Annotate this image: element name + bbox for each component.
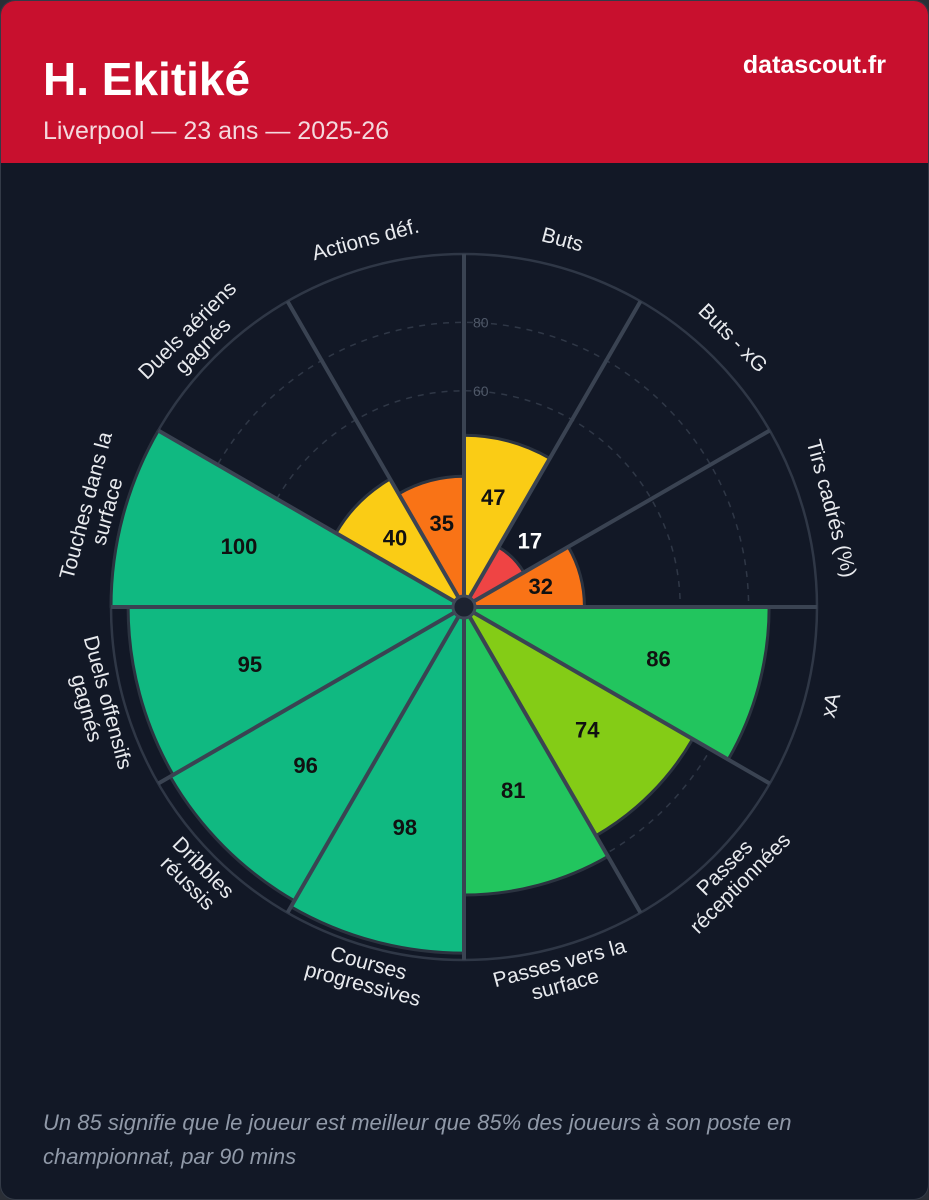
value-label: 81 bbox=[501, 778, 525, 803]
wedge-courses-progressives bbox=[289, 605, 466, 955]
category-label: Actions déf. bbox=[310, 215, 422, 266]
value-label: 74 bbox=[575, 718, 600, 743]
category-label: Buts bbox=[539, 223, 586, 256]
value-label: 86 bbox=[646, 647, 670, 672]
spoke bbox=[463, 428, 771, 609]
wedge-xa bbox=[462, 605, 771, 762]
value-label: 98 bbox=[393, 815, 417, 840]
spoke bbox=[462, 606, 643, 914]
value-label: 40 bbox=[383, 526, 407, 551]
value-label: 96 bbox=[293, 753, 317, 778]
spoke bbox=[157, 605, 465, 786]
value-label: 17 bbox=[518, 529, 542, 554]
brand-link[interactable]: datascout.fr bbox=[742, 51, 886, 79]
tick-label: 80 bbox=[473, 314, 489, 330]
chart-hub bbox=[451, 594, 477, 620]
wedge-passes-vers-la-surface bbox=[462, 605, 610, 897]
spoke bbox=[463, 605, 771, 786]
spoke bbox=[157, 428, 465, 609]
wedge-duels-offensifs-gagn-s bbox=[126, 605, 466, 777]
header-banner: H. Ekitiké Liverpool — 23 ans — 2025-26 … bbox=[1, 1, 928, 163]
footnote: Un 85 signifie que le joueur est meilleu… bbox=[43, 1110, 792, 1169]
wedge-touches-dans-la-surface bbox=[109, 429, 466, 609]
spoke bbox=[462, 300, 643, 608]
value-label: 35 bbox=[429, 511, 453, 536]
value-label: 95 bbox=[238, 652, 262, 677]
value-label: 100 bbox=[221, 534, 258, 559]
wedge-dribbles-r-ussis bbox=[168, 605, 466, 903]
wedge-passes-r-ceptionn-es bbox=[462, 605, 695, 838]
spoke bbox=[285, 300, 466, 608]
tick-label: 60 bbox=[473, 383, 489, 399]
value-label: 32 bbox=[529, 574, 553, 599]
category-label: xA bbox=[817, 691, 846, 721]
value-label: 47 bbox=[481, 485, 505, 510]
spoke bbox=[285, 606, 466, 914]
player-name: H. Ekitiké bbox=[43, 53, 251, 105]
player-subtitle: Liverpool — 23 ans — 2025-26 bbox=[43, 117, 390, 145]
